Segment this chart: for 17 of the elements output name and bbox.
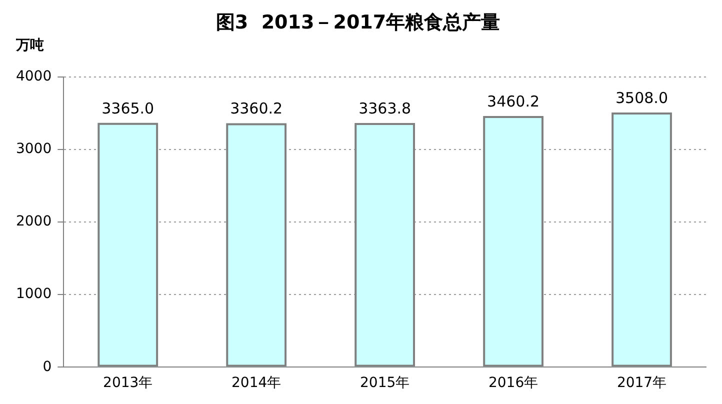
y-tick-label: 3000 [16,141,52,158]
y-tick-label: 0 [42,358,52,375]
data-label: 3363.8 [358,99,412,118]
y-axis-title: 万吨 [15,38,44,54]
y-tick-label: 1000 [16,286,52,302]
data-label: 3460.2 [487,92,540,110]
x-tick-label: 2017年 [616,375,667,392]
x-tick-label: 2013年 [103,375,153,392]
x-tick-label: 2014年 [232,375,282,392]
y-tick-label: 4000 [16,68,52,84]
x-tick-label: 2015年 [360,375,410,392]
y-tick-label: 2000 [16,214,52,230]
x-tick-label: 2016年 [488,375,538,392]
data-label: 3508.0 [616,88,668,107]
chart-title: 图3 2013－2017年粮食总产量 [216,11,500,34]
data-label: 3360.2 [230,100,283,118]
data-label: 3365.0 [102,99,154,118]
